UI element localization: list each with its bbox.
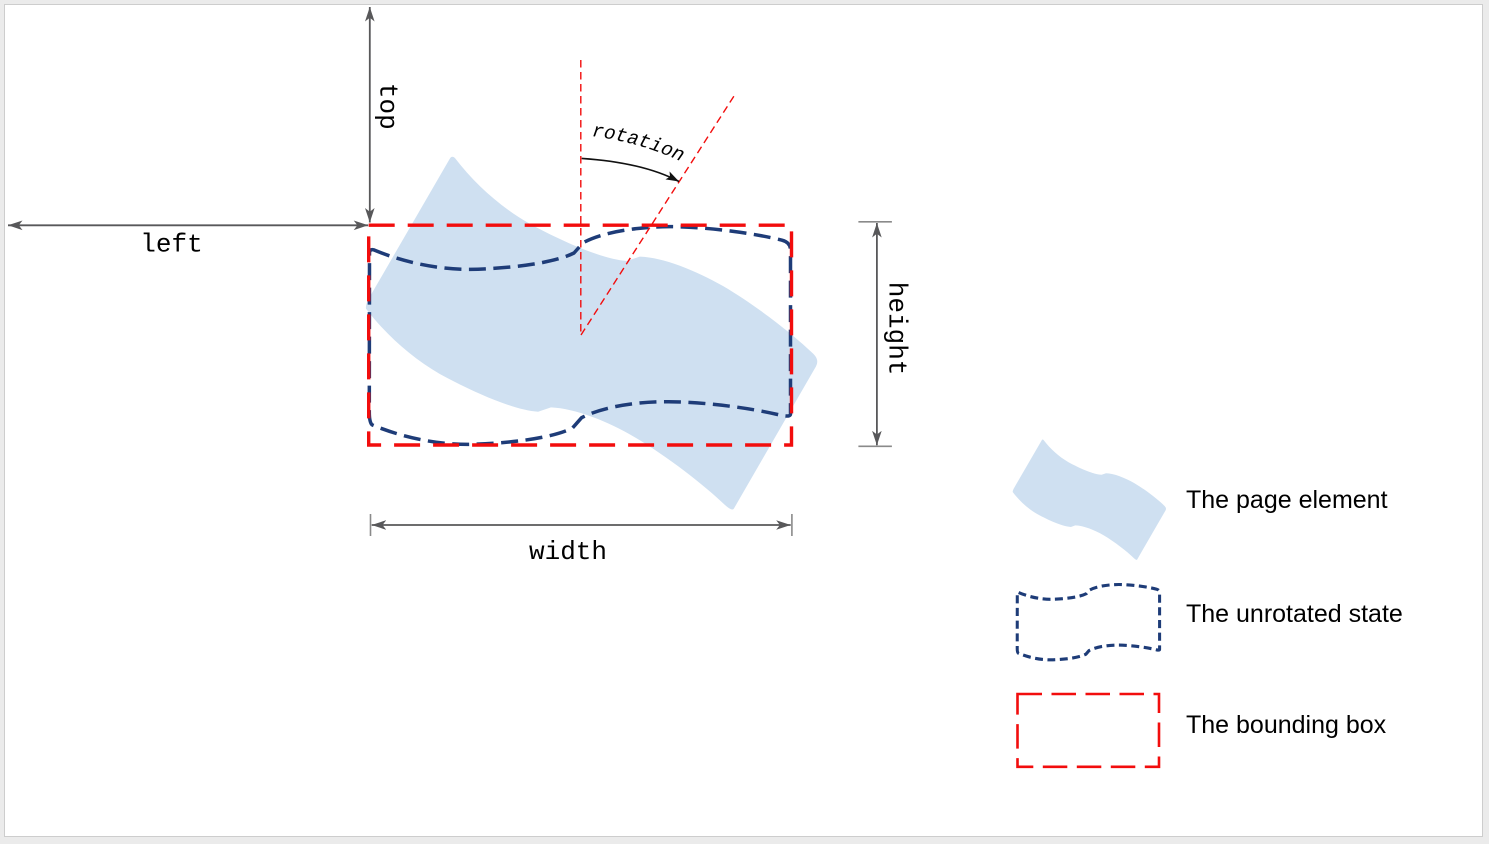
svg-text:top: top	[373, 83, 403, 130]
svg-text:The page element: The page element	[1186, 486, 1388, 514]
svg-text:The unrotated state: The unrotated state	[1186, 600, 1403, 628]
svg-text:height: height	[882, 282, 912, 376]
svg-text:left: left	[140, 230, 202, 260]
svg-text:The bounding box: The bounding box	[1186, 711, 1387, 739]
svg-text:width: width	[529, 537, 607, 567]
